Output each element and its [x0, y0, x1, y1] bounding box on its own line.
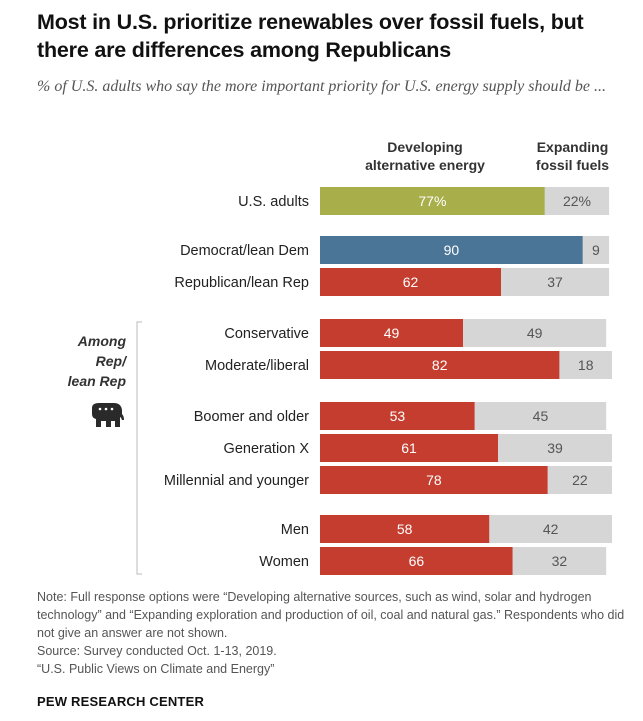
value-label-alternative: 62 — [403, 274, 419, 290]
bar-alternative-energy — [320, 351, 560, 379]
value-label-alternative: 78 — [426, 472, 442, 488]
bar-fossil-fuels — [498, 434, 612, 462]
category-label: Conservative — [224, 326, 309, 342]
chart-title: Most in U.S. prioritize renewables over … — [37, 10, 584, 62]
group-bracket — [136, 321, 142, 575]
column-header-alternative: Developing alternative energy — [365, 139, 485, 173]
category-label: Millennial and younger — [164, 473, 309, 489]
category-label: Moderate/liberal — [205, 358, 309, 374]
value-label-alternative: 49 — [384, 325, 400, 341]
value-label-fossil: 32 — [552, 553, 568, 569]
value-label-alternative: 82 — [432, 357, 448, 373]
bar-fossil-fuels — [512, 547, 607, 575]
value-label-alternative: 66 — [409, 553, 425, 569]
republican-elephant-icon — [92, 403, 124, 427]
bar-fossil-fuels — [463, 319, 607, 347]
category-label: Boomer and older — [194, 409, 309, 425]
value-label-fossil: 49 — [527, 325, 543, 341]
value-label-fossil: 42 — [543, 521, 559, 537]
chart-subtitle: % of U.S. adults who say the more import… — [37, 78, 606, 95]
bar-fossil-fuels — [559, 351, 612, 379]
category-label: Republican/lean Rep — [174, 275, 309, 291]
bar-alternative-energy — [320, 268, 502, 296]
bar-fossil-fuels — [547, 466, 612, 494]
value-label-alternative: 77% — [418, 193, 446, 209]
bar-fossil-fuels — [501, 268, 610, 296]
column-header-fossil: Expanding fossil fuels — [535, 139, 610, 173]
stacked-bar-chart: U.S. adults 77% 22% Democrat/lean Dem 90 9 Rep… — [136, 187, 612, 575]
bar-alternative-energy — [320, 466, 548, 494]
bar-alternative-energy — [320, 402, 475, 430]
bar-fossil-fuels — [544, 187, 610, 215]
bar-fossil-fuels — [489, 515, 612, 543]
value-label-alternative: 53 — [390, 408, 406, 424]
category-label: Democrat/lean Dem — [180, 243, 309, 259]
note-text: Note: Full response options were “Develo… — [37, 590, 625, 640]
source-text: Source: Survey conducted Oct. 1-13, 2019… — [37, 644, 277, 658]
bar-alternative-energy — [320, 515, 490, 543]
bar-alternative-energy — [320, 187, 545, 215]
bar-alternative-energy — [320, 319, 464, 347]
bar-fossil-fuels — [582, 236, 610, 264]
value-label-fossil: 22 — [572, 472, 588, 488]
bar-alternative-energy — [320, 236, 583, 264]
group-label-among-rep: Among Rep/lean Rep — [67, 333, 126, 389]
value-label-fossil: 39 — [547, 440, 563, 456]
value-label-fossil: 22% — [563, 193, 591, 209]
value-label-fossil: 45 — [533, 408, 549, 424]
category-label: U.S. adults — [238, 194, 309, 210]
category-label: Women — [259, 554, 309, 570]
report-title: “U.S. Public Views on Climate and Energy… — [37, 662, 275, 676]
value-label-fossil: 37 — [547, 274, 563, 290]
bar-alternative-energy — [320, 547, 513, 575]
value-label-fossil: 18 — [578, 357, 594, 373]
value-label-alternative: 90 — [444, 242, 460, 258]
value-label-alternative: 58 — [397, 521, 413, 537]
bar-fossil-fuels — [474, 402, 607, 430]
value-label-fossil: 9 — [592, 242, 600, 258]
value-label-alternative: 61 — [401, 440, 417, 456]
chart-notes: Note: Full response options were “Develo… — [37, 588, 627, 678]
brand-logo-text: PEW RESEARCH CENTER — [37, 694, 205, 709]
category-label: Men — [281, 522, 309, 538]
category-label: Generation X — [224, 441, 310, 457]
bar-alternative-energy — [320, 434, 499, 462]
